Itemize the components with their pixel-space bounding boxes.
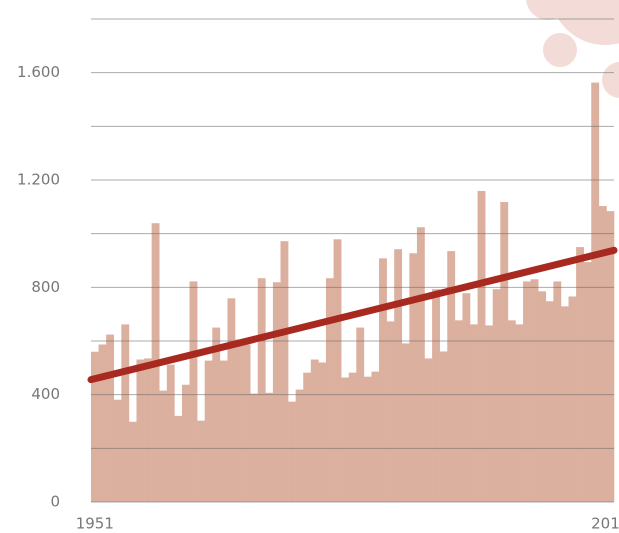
bar <box>235 339 243 502</box>
bar <box>174 415 183 502</box>
bar <box>538 291 547 502</box>
y-tick-label: 800 <box>31 278 60 296</box>
bar <box>113 399 122 502</box>
bar <box>242 344 251 502</box>
bar <box>386 321 395 502</box>
bar <box>545 301 554 502</box>
bar <box>166 364 175 502</box>
bar <box>257 278 266 502</box>
bar <box>265 392 274 502</box>
bar <box>469 324 478 502</box>
bar <box>144 358 152 502</box>
bar <box>416 227 425 502</box>
bar <box>424 358 433 502</box>
bar <box>204 360 213 502</box>
x-tick-label: 2019 <box>591 515 619 533</box>
bar <box>318 362 327 502</box>
bar <box>121 324 130 502</box>
bar <box>591 82 600 502</box>
bar <box>523 281 531 502</box>
bar <box>159 390 168 502</box>
bar <box>409 253 418 502</box>
bar <box>530 279 539 502</box>
bar <box>492 289 501 502</box>
bar <box>98 344 107 502</box>
bar <box>272 282 281 502</box>
bar <box>553 281 562 502</box>
bar <box>341 377 350 502</box>
bar <box>227 298 236 502</box>
bar <box>401 343 410 502</box>
bar <box>576 247 584 502</box>
bar <box>598 206 607 503</box>
bar <box>606 211 615 503</box>
bar <box>136 359 145 502</box>
bar <box>432 289 440 502</box>
bar <box>333 239 342 502</box>
bar <box>447 251 456 502</box>
bar <box>485 325 494 502</box>
bar <box>507 320 516 502</box>
y-tick-label: 1.600 <box>17 63 60 81</box>
bar <box>303 372 312 502</box>
y-tick-label: 0 <box>50 493 60 511</box>
bar <box>379 258 387 502</box>
bar <box>363 376 372 502</box>
y-tick-label: 1.200 <box>17 171 60 189</box>
bar <box>560 306 569 502</box>
bar <box>325 278 334 502</box>
bar <box>515 324 524 502</box>
bar <box>356 327 365 502</box>
bar <box>348 372 357 502</box>
bar <box>477 191 486 503</box>
bar <box>106 334 115 502</box>
bar <box>250 393 259 502</box>
bar <box>454 320 463 502</box>
bar <box>583 262 592 502</box>
bar <box>197 420 205 502</box>
y-tick-label: 400 <box>31 385 60 403</box>
bar <box>288 401 296 502</box>
bar <box>310 359 319 502</box>
bar <box>462 293 471 502</box>
bar <box>128 421 137 502</box>
bar <box>212 327 221 502</box>
bar <box>91 351 99 502</box>
bar <box>189 281 198 502</box>
x-tick-label: 1951 <box>76 515 114 533</box>
bar <box>371 371 380 502</box>
bar <box>181 384 190 502</box>
bar <box>394 249 403 502</box>
bar <box>568 296 577 502</box>
bar <box>500 202 509 502</box>
bar <box>439 351 448 502</box>
sun-decoration <box>526 0 619 98</box>
bar <box>295 389 304 502</box>
bar <box>280 241 289 502</box>
trend-line <box>87 246 618 384</box>
bar <box>219 360 228 502</box>
